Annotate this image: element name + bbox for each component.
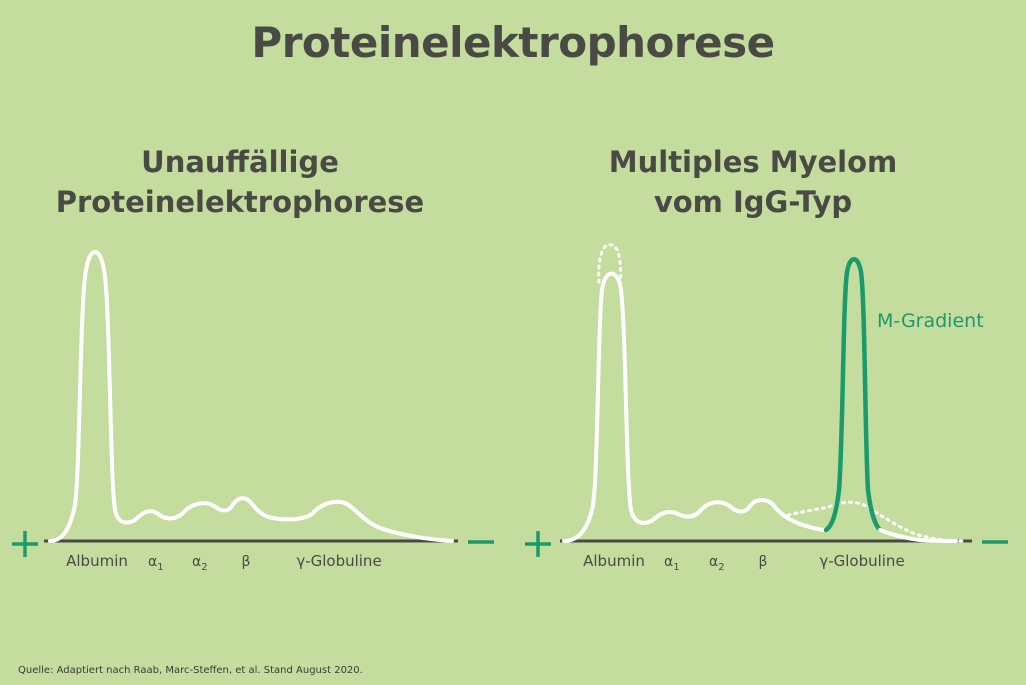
myeloma-electrophoresis-curve [562, 271, 828, 543]
left-label-beta: β [242, 554, 251, 570]
right-label-beta: β [759, 554, 768, 570]
right-subtitle-line1: Multiples Myelom [608, 145, 898, 179]
right-label-gamma: γ-Globuline [819, 552, 904, 570]
left-panel-diagram: Albumin α1 α2 β γ-Globuline [12, 250, 494, 573]
right-plus-sign [525, 531, 551, 557]
myeloma-curve-tail [878, 528, 958, 543]
left-panel-subtitle: Unauffällige Proteinelektrophorese [0, 142, 490, 222]
right-subtitle-line2: vom IgG-Typ [653, 185, 853, 219]
right-panel-diagram: M-Gradient Albumin α1 α2 β γ-Globuline [525, 243, 1008, 573]
albumin-reference-dotted [597, 243, 623, 286]
left-subtitle-line1: Unauffällige [141, 145, 339, 179]
right-label-alpha2: α2 [709, 554, 725, 573]
left-plus-sign [12, 531, 38, 557]
left-label-alpha1: α1 [148, 554, 164, 573]
right-label-albumin: Albumin [583, 552, 645, 570]
right-panel-subtitle: Multiples Myelom vom IgG-Typ [503, 142, 1003, 222]
right-label-alpha1: α1 [664, 554, 680, 573]
m-gradient-label: M-Gradient [877, 310, 984, 332]
page-title: Proteinelektrophorese [251, 18, 775, 67]
source-citation: Quelle: Adaptiert nach Raab, Marc-Steffe… [18, 665, 363, 676]
left-label-alpha2: α2 [192, 554, 208, 573]
left-label-gamma: γ-Globuline [296, 552, 381, 570]
left-label-albumin: Albumin [66, 552, 128, 570]
left-subtitle-line2: Proteinelektrophorese [55, 185, 425, 219]
m-gradient-peak [823, 257, 883, 533]
gamma-reference-dotted [786, 500, 964, 543]
normal-electrophoresis-curve [48, 250, 454, 543]
